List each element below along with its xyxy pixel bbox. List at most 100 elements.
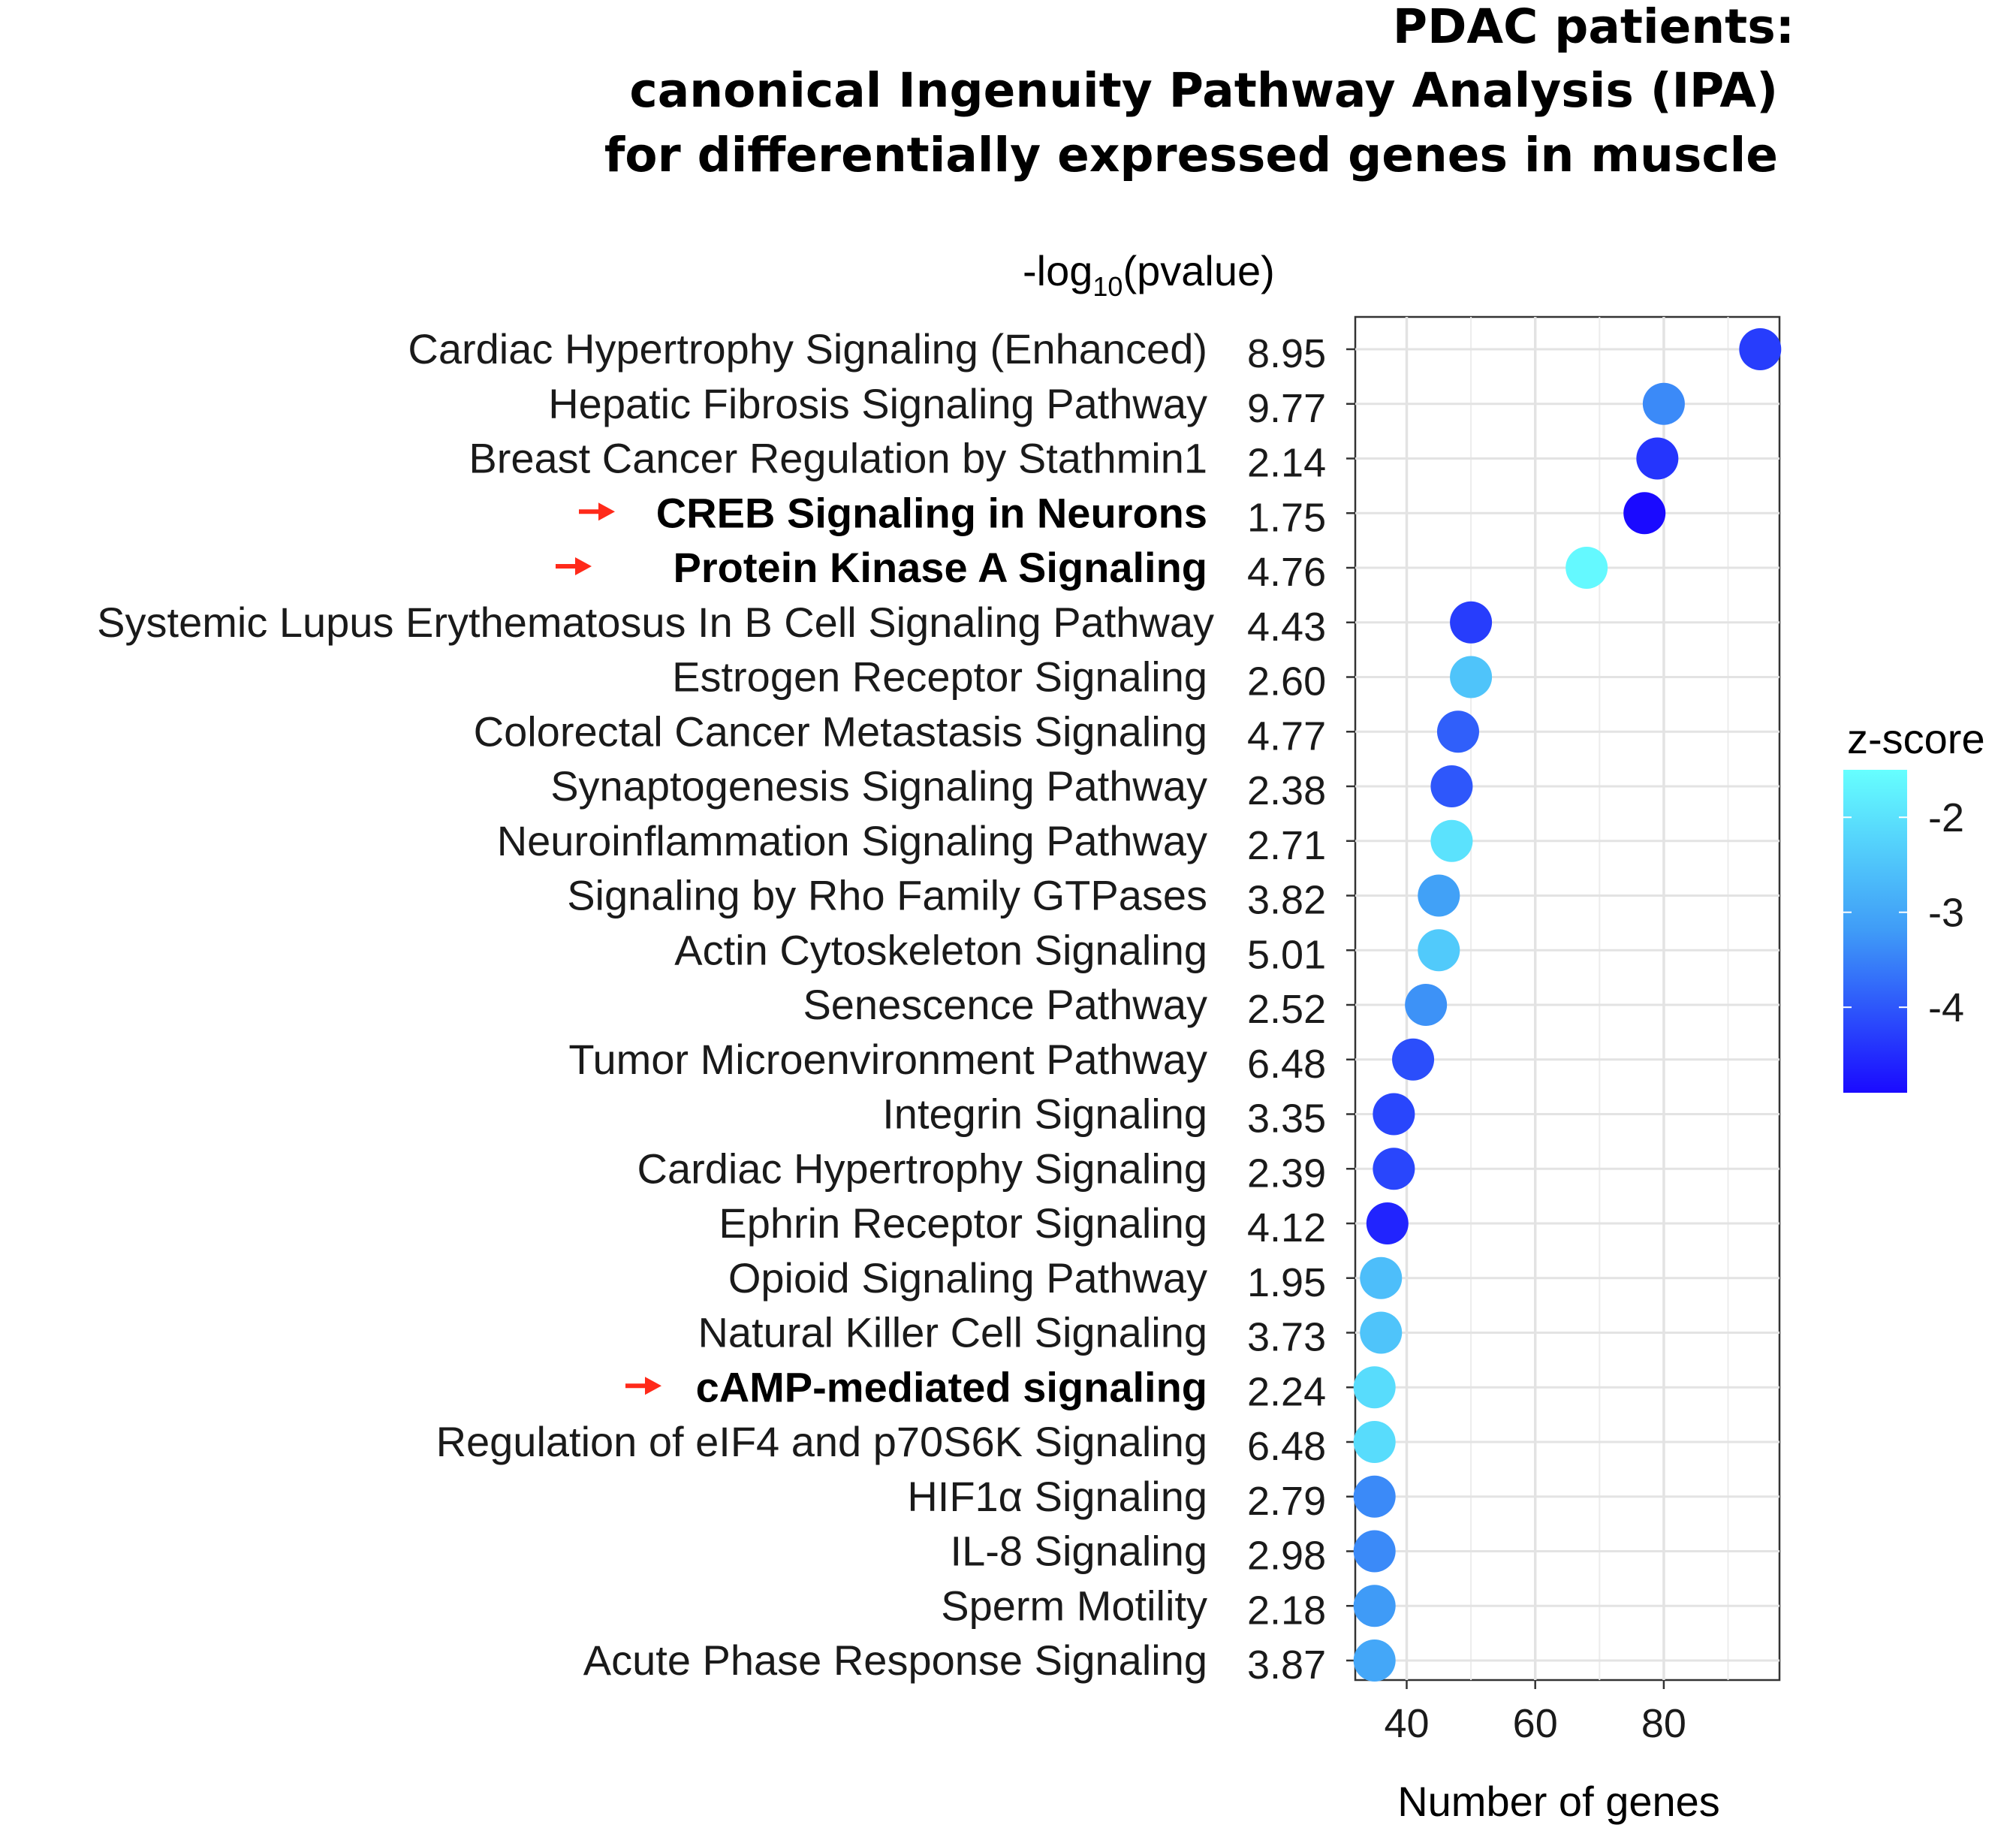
- data-point[interactable]: [1353, 1366, 1396, 1409]
- pvalue-label: 8.95: [1247, 331, 1326, 376]
- data-point[interactable]: [1373, 1093, 1415, 1136]
- legend-title: z-score: [1847, 715, 1985, 762]
- pvalue-label: 1.95: [1247, 1260, 1326, 1305]
- pathway-label: Estrogen Receptor Signaling: [672, 653, 1207, 701]
- pvalue-label: 2.14: [1247, 441, 1326, 486]
- pvalue-label: 2.60: [1247, 659, 1326, 704]
- legend-colorbar: [1843, 770, 1907, 1093]
- pvalue-header-suffix: (pvalue): [1123, 247, 1274, 294]
- data-point[interactable]: [1405, 984, 1448, 1026]
- pathway-label: Cardiac Hypertrophy Signaling (Enhanced): [408, 325, 1207, 373]
- data-point[interactable]: [1418, 929, 1460, 972]
- y-axis-ticks: [1346, 348, 1355, 1662]
- x-axis-ticks: 40 60 80: [1384, 1680, 1686, 1746]
- data-point[interactable]: [1623, 492, 1666, 535]
- data-point[interactable]: [1360, 1256, 1403, 1299]
- pathway-label: Cardiac Hypertrophy Signaling: [637, 1145, 1208, 1192]
- pathway-label: Ephrin Receptor Signaling: [719, 1199, 1207, 1247]
- pathway-label: Neuroinflammation Signaling Pathway: [497, 817, 1207, 864]
- data-point[interactable]: [1636, 437, 1679, 480]
- pathway-label: Synaptogenesis Signaling Pathway: [550, 762, 1207, 810]
- pathway-label: CREB Signaling in Neurons: [656, 489, 1207, 536]
- pathway-label: Sperm Motility: [941, 1582, 1207, 1629]
- pvalue-label: 6.48: [1247, 1042, 1326, 1087]
- highlight-arrow-icon: [556, 557, 592, 575]
- data-point[interactable]: [1366, 1202, 1409, 1244]
- data-point[interactable]: [1353, 1639, 1396, 1682]
- pathway-label: Signaling by Rho Family GTPases: [567, 872, 1207, 919]
- pvalue-label: 1.75: [1247, 495, 1326, 540]
- pvalue-label: 2.18: [1247, 1588, 1326, 1633]
- pvalue-label: 3.35: [1247, 1096, 1326, 1142]
- pathway-label: HIF1α Signaling: [907, 1473, 1207, 1520]
- pathway-label: Actin Cytoskeleton Signaling: [674, 926, 1207, 973]
- data-point[interactable]: [1353, 1530, 1396, 1573]
- pathway-label: Senescence Pathway: [803, 981, 1207, 1028]
- data-point[interactable]: [1430, 765, 1473, 807]
- pathway-label: cAMP-mediated signaling: [696, 1363, 1207, 1410]
- data-point[interactable]: [1642, 382, 1685, 425]
- pathway-label: Integrin Signaling: [882, 1090, 1207, 1138]
- data-point[interactable]: [1360, 1311, 1403, 1354]
- pvalue-label: 6.48: [1247, 1424, 1326, 1469]
- pathway-label: Regulation of eIF4 and p70S6K Signaling: [436, 1418, 1207, 1465]
- pvalue-label: 2.79: [1247, 1479, 1326, 1524]
- data-point[interactable]: [1565, 547, 1608, 589]
- data-point[interactable]: [1739, 328, 1782, 370]
- title-line-2: canonical Ingenuity Pathway Analysis (IP…: [629, 63, 1778, 118]
- pvalue-label: 4.77: [1247, 713, 1326, 759]
- pvalue-label: 4.43: [1247, 605, 1326, 650]
- pathway-label: Protein Kinase A Signaling: [673, 544, 1207, 591]
- x-tick-label: 80: [1641, 1701, 1686, 1746]
- legend-tick-label: -4: [1928, 985, 1964, 1030]
- data-point[interactable]: [1373, 1148, 1415, 1190]
- pvalue-label: 2.52: [1247, 987, 1326, 1032]
- pvalue-label: 3.87: [1247, 1642, 1326, 1688]
- data-point[interactable]: [1450, 656, 1493, 698]
- pvalue-label: 9.77: [1247, 386, 1326, 431]
- pvalue-header-subscript: 10: [1092, 271, 1123, 302]
- title-line-1: PDAC patients:: [1393, 0, 1795, 54]
- data-point[interactable]: [1392, 1038, 1435, 1081]
- chart-title: PDAC patients: canonical Ingenuity Pathw…: [604, 0, 1795, 182]
- pathway-label: Colorectal Cancer Metastasis Signaling: [474, 707, 1207, 755]
- pvalue-label: 3.82: [1247, 878, 1326, 923]
- x-axis-title: Number of genes: [1397, 1778, 1720, 1825]
- pvalue-label: 4.12: [1247, 1205, 1326, 1250]
- pathway-label: Opioid Signaling Pathway: [728, 1254, 1207, 1302]
- highlight-arrow-icon: [579, 502, 615, 521]
- pathway-label: Breast Cancer Regulation by Stathmin1: [469, 435, 1207, 482]
- highlight-arrow-icon: [625, 1377, 661, 1395]
- pvalue-label: 2.24: [1247, 1369, 1326, 1414]
- data-point[interactable]: [1418, 874, 1460, 917]
- data-point[interactable]: [1353, 1585, 1396, 1627]
- data-points: [1353, 328, 1782, 1682]
- pathway-label: Acute Phase Response Signaling: [583, 1636, 1207, 1684]
- pathway-label: IL-8 Signaling: [951, 1528, 1207, 1575]
- legend-tick-label: -3: [1928, 891, 1964, 936]
- legend-ticks: -2 -3 -4: [1843, 795, 1964, 1030]
- data-point[interactable]: [1430, 819, 1473, 862]
- legend-tick-label: -2: [1928, 795, 1964, 840]
- data-point[interactable]: [1353, 1421, 1396, 1463]
- data-point[interactable]: [1450, 601, 1493, 644]
- grid-lines: [1355, 317, 1779, 1680]
- data-point[interactable]: [1436, 710, 1479, 753]
- pvalue-column-header: -log10(pvalue): [1023, 247, 1275, 302]
- x-tick-label: 40: [1384, 1701, 1429, 1746]
- pvalue-label: 2.39: [1247, 1151, 1326, 1196]
- pathway-label: Hepatic Fibrosis Signaling Pathway: [548, 380, 1207, 427]
- pathway-rows: Cardiac Hypertrophy Signaling (Enhanced)…: [97, 325, 1326, 1688]
- pvalue-label: 2.98: [1247, 1534, 1326, 1579]
- pathway-label: Natural Killer Cell Signaling: [698, 1309, 1207, 1356]
- pvalue-label: 2.38: [1247, 768, 1326, 813]
- pvalue-label: 4.76: [1247, 550, 1326, 595]
- x-tick-label: 60: [1513, 1701, 1558, 1746]
- pvalue-header-main: -log: [1023, 247, 1092, 294]
- pvalue-label: 5.01: [1247, 932, 1326, 977]
- data-point[interactable]: [1353, 1475, 1396, 1518]
- pathway-label: Tumor Microenvironment Pathway: [568, 1036, 1207, 1083]
- pvalue-label: 3.73: [1247, 1315, 1326, 1360]
- pvalue-label: 2.71: [1247, 823, 1326, 868]
